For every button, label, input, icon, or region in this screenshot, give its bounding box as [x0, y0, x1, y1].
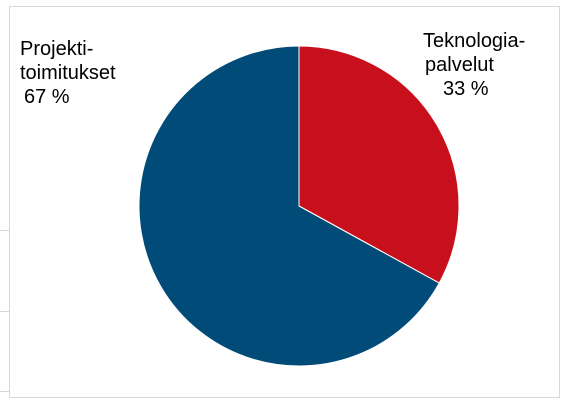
- gridline-stub: [0, 230, 9, 231]
- label-teknologiapalvelut: Teknologia- palvelut 33 %: [423, 29, 525, 101]
- chart-frame: [9, 6, 560, 398]
- pie-slice-1: [138, 45, 440, 367]
- label-value: 33 %: [443, 78, 489, 100]
- label-name-line2: toimitukset: [20, 62, 116, 84]
- label-projektitoimitukset: Projekti- toimitukset 67 %: [20, 37, 116, 109]
- pie-slice-0: [298, 45, 460, 284]
- gridline-stub: [0, 311, 9, 312]
- label-value: 67 %: [24, 86, 70, 108]
- label-name-line2: palvelut: [425, 54, 494, 76]
- gridline-stub: [0, 391, 9, 392]
- label-name-line1: Teknologia-: [423, 30, 526, 52]
- label-name-line1: Projekti-: [20, 38, 94, 60]
